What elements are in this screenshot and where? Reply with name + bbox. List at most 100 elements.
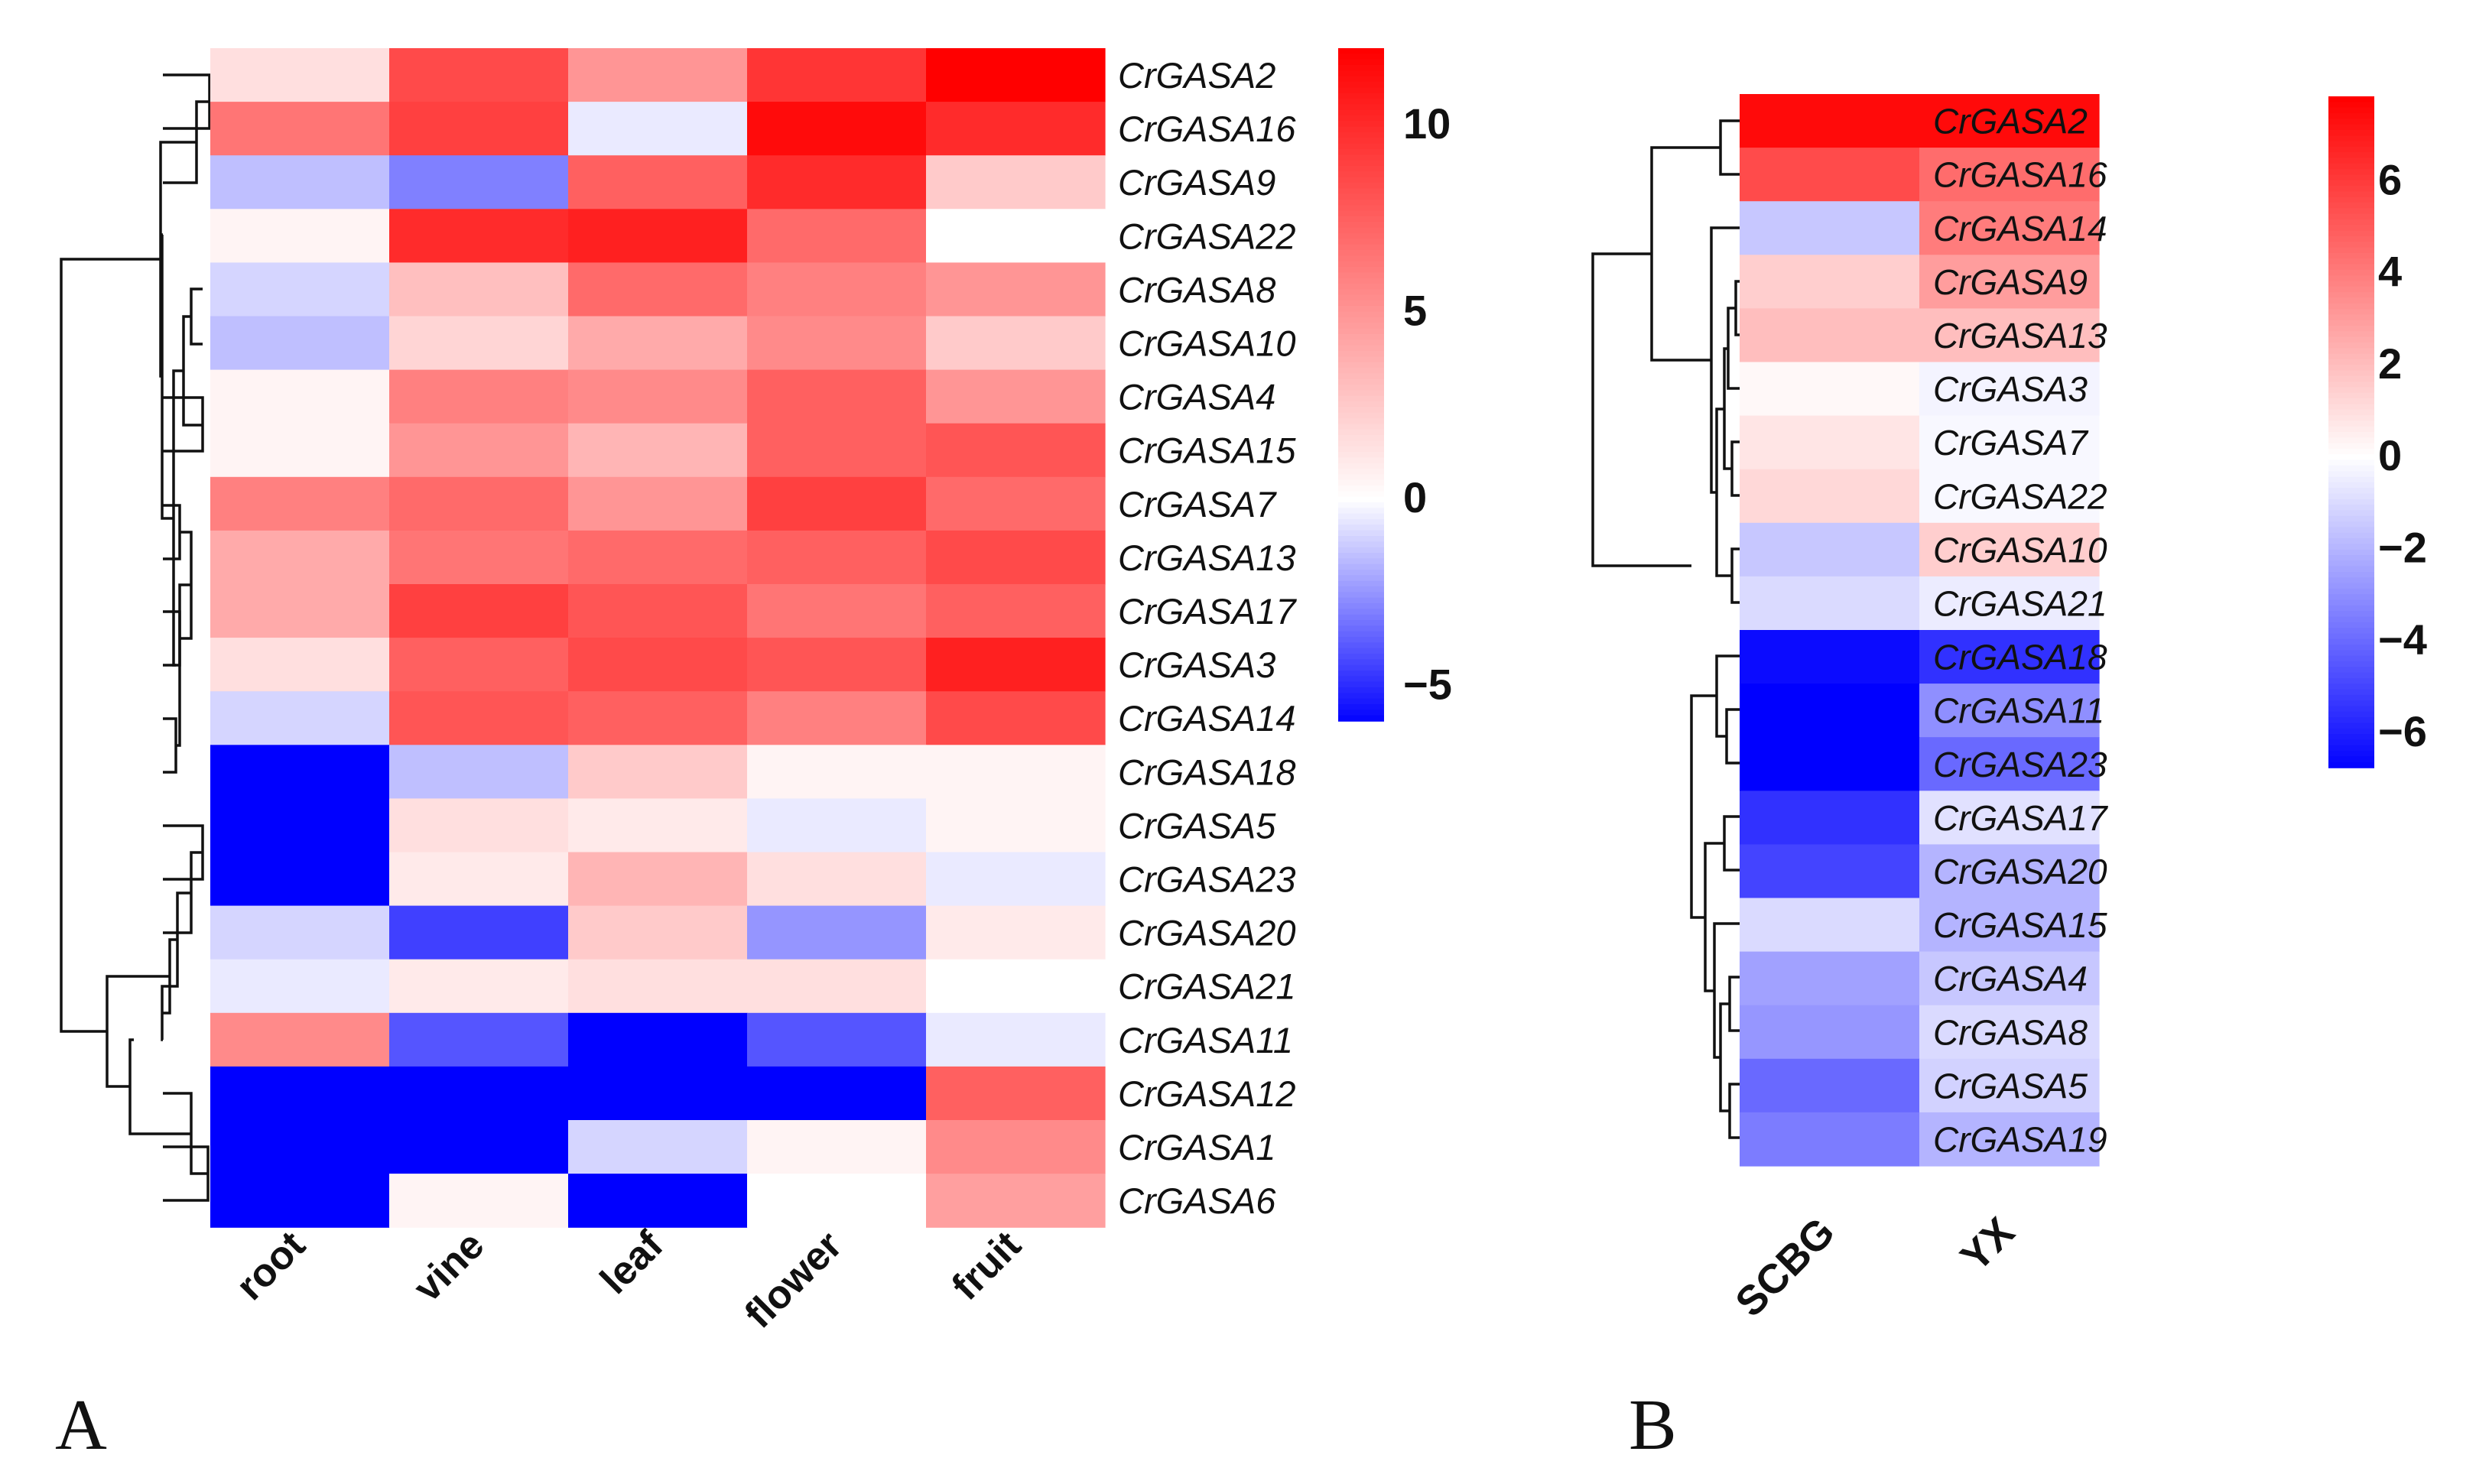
heatmap-cell — [568, 262, 748, 317]
row-label: CrGASA3 — [1118, 645, 1275, 685]
heatmap-cell — [210, 1174, 390, 1228]
panel-label-a: A — [55, 1385, 107, 1465]
colorbar-segment — [2328, 331, 2374, 338]
row-label: CrGASA8 — [1118, 269, 1275, 310]
colorbar-segment — [2328, 219, 2374, 226]
colorbar-segment — [2328, 706, 2374, 713]
colorbar-segment — [1338, 82, 1384, 89]
heatmap-cell — [926, 369, 1106, 424]
dendrogram-branch — [1719, 119, 1740, 176]
colorbar-segment — [2328, 186, 2374, 193]
panel-a-row-labels: CrGASA2 CrGASA16 CrGASA9 CrGASA22 CrGASA8 CrG… — [1118, 55, 1297, 1221]
heatmap-cell — [747, 959, 927, 1014]
colorbar-segment — [2328, 432, 2374, 439]
heatmap-cell — [926, 959, 1106, 1014]
heatmap-cell — [568, 1174, 748, 1228]
row-label: CrGASA16 — [1118, 109, 1296, 149]
heatmap-cell — [389, 369, 569, 424]
colorbar-segment — [1338, 603, 1384, 610]
colorbar-segment — [2328, 756, 2374, 763]
colorbar-segment — [2328, 482, 2374, 489]
colorbar-segment — [2328, 163, 2374, 170]
colorbar-segment — [2328, 415, 2374, 422]
heatmap-cell — [1740, 898, 1920, 953]
colorbar-segment — [2328, 505, 2374, 511]
row-label: CrGASA11 — [1118, 1020, 1293, 1060]
row-label: CrGASA19 — [1933, 1120, 2107, 1160]
heatmap-cell — [389, 1174, 569, 1228]
heatmap-cell — [1919, 415, 2100, 470]
row-label: CrGASA1 — [1118, 1127, 1275, 1167]
colorbar-segment — [2328, 252, 2374, 259]
colorbar-segment — [2328, 303, 2374, 310]
heatmap-cell — [568, 798, 748, 853]
colorbar-segment — [1338, 328, 1384, 335]
colorbar-segment — [1338, 227, 1384, 234]
colorbar-segment — [2328, 734, 2374, 741]
colorbar-segment — [2328, 275, 2374, 282]
colorbar-segment — [1338, 659, 1384, 666]
colorbar-segment — [2328, 247, 2374, 254]
colorbar-segment — [1338, 469, 1384, 476]
dendrogram-branch — [1591, 252, 1691, 567]
colorbar-segment — [1338, 435, 1384, 442]
colorbar-segment — [1338, 284, 1384, 291]
row-label: CrGASA18 — [1118, 752, 1295, 792]
column-label: fruit — [944, 1223, 1029, 1308]
colorbar-segment — [1338, 272, 1384, 279]
colorbar-segment — [2328, 409, 2374, 416]
colorbar-segment — [2328, 264, 2374, 271]
colorbar-segment — [1338, 351, 1384, 358]
heatmap-cell — [568, 1012, 748, 1067]
colorbar-segment — [1338, 698, 1384, 705]
colorbar-segment — [2328, 208, 2374, 215]
colorbar-segment — [2328, 577, 2374, 584]
colorbar-segment — [1338, 664, 1384, 671]
heatmap-cell — [210, 852, 390, 907]
colorbar-segment — [1338, 407, 1384, 414]
dendrogram-branch — [1730, 547, 1740, 604]
heatmap-cell — [568, 155, 748, 209]
heatmap-cell — [1740, 684, 1920, 738]
colorbar-segment — [1338, 541, 1384, 548]
colorbar-segment — [2328, 174, 2374, 181]
colorbar-segment — [1338, 149, 1384, 156]
heatmap-cell — [1740, 362, 1920, 417]
heatmap-cell — [210, 155, 390, 209]
colorbar-segment — [1338, 446, 1384, 453]
colorbar-segment — [1338, 65, 1384, 72]
colorbar-segment — [1338, 216, 1384, 223]
colorbar-segment — [2328, 421, 2374, 427]
colorbar-segment — [1338, 87, 1384, 94]
colorbar-segment — [2328, 677, 2374, 685]
heatmap-cell — [210, 745, 390, 799]
heatmap-cell — [1919, 469, 2100, 524]
heatmap-cell — [389, 262, 569, 317]
colorbar-segment — [1338, 474, 1384, 481]
column-label: SCBG — [1727, 1209, 1844, 1326]
dendrogram-branch — [60, 258, 161, 1033]
colorbar-segment — [1338, 300, 1384, 307]
colorbar-segment — [1338, 70, 1384, 77]
colorbar-segment — [2328, 655, 2374, 662]
colorbar-segment — [1338, 553, 1384, 560]
colorbar-segment — [1338, 401, 1384, 408]
colorbar-segment — [2328, 672, 2374, 679]
colorbar-segment — [1338, 536, 1384, 543]
heatmap-cell — [1919, 201, 2100, 255]
heatmap-cell — [1919, 1112, 2100, 1167]
colorbar-segment — [1338, 143, 1384, 150]
dendrogram-branch — [190, 287, 203, 346]
colorbar-segment — [2328, 684, 2374, 690]
colorbar-segment — [1338, 563, 1384, 570]
heatmap-cell — [568, 423, 748, 478]
colorbar-segment — [1338, 440, 1384, 447]
heatmap-cell — [1919, 791, 2100, 845]
column-label: YX — [1952, 1209, 2023, 1280]
heatmap-cell — [926, 852, 1106, 907]
colorbar-segment — [1338, 395, 1384, 402]
colorbar-segment — [1338, 519, 1384, 526]
colorbar-segment — [1338, 239, 1384, 245]
colorbar-segment — [2328, 459, 2374, 466]
heatmap-cell — [568, 316, 748, 371]
